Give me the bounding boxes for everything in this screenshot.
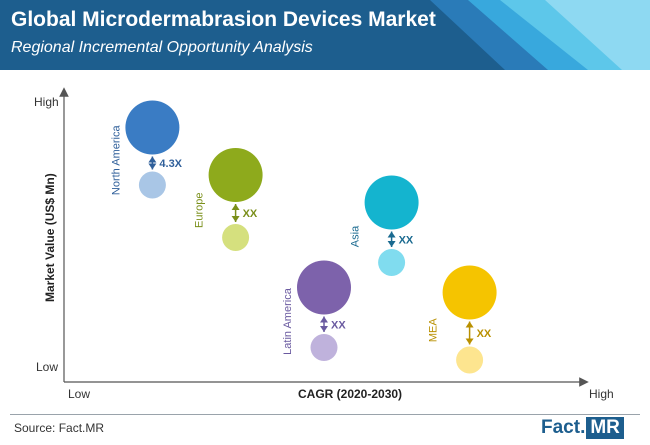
bubble-mea-base [456,346,484,374]
y-axis-title: Market Value (US$ Mn) [43,173,57,302]
bubble-north-america-base [138,171,166,199]
y-low-label: Low [36,360,58,374]
bubble-mea-current [442,265,497,320]
bubble-north-america-current [125,100,180,155]
region-label-asia: Asia [350,225,362,247]
region-label-north-america: North America [110,125,122,196]
arrowhead-up-north-america [148,156,157,163]
arrowhead-up-latin-america [320,316,328,323]
arrowhead-up-europe [231,204,240,210]
region-label-latin-america: Latin America [282,287,294,355]
arrowhead-down-asia [387,241,396,247]
multiplier-label-europe: XX [243,208,258,220]
chart-subtitle: Regional Incremental Opportunity Analysi… [11,39,313,56]
bubble-asia-base [378,249,406,276]
arrowhead-down-north-america [148,163,157,170]
arrowhead-down-latin-america [320,326,328,332]
multiplier-label-north-america: 4.3X [159,158,182,170]
header-banner: Global Microdermabrasion Devices Market … [0,0,650,70]
arrowhead-up-asia [387,231,396,238]
region-label-mea: MEA [428,318,440,343]
x-low-label: Low [68,387,90,401]
x-high-label: High [589,387,614,401]
x-axis-title: CAGR (2020-2030) [298,387,402,401]
multiplier-label-latin-america: XX [331,319,346,331]
arrowhead-up-mea [465,321,474,328]
region-label-europe: Europe [194,193,206,228]
arrowhead-down-mea [465,338,474,345]
y-high-label: High [34,95,59,109]
bubble-latin-america-current [297,260,351,315]
factmr-logo: Fact. MR [541,415,624,441]
bubble-asia-current [364,175,419,230]
banner-decoration [430,0,650,70]
bubble-latin-america-base [310,334,338,361]
chart-title: Global Microdermabrasion Devices Market [11,8,436,31]
footer-divider [10,414,640,415]
bubble-layer: 4.3X North America XX Europe XX Asia XX Latin A… [110,100,497,374]
logo-fact-text: Fact. [541,417,586,438]
multiplier-label-mea: XX [477,328,492,340]
bubble-europe-base [222,224,250,251]
arrowhead-down-europe [231,216,240,222]
source-note: Source: Fact.MR [14,421,105,435]
bubble-europe-current [208,148,263,202]
multiplier-label-asia: XX [399,234,414,246]
logo-mr-text: MR [586,417,624,439]
